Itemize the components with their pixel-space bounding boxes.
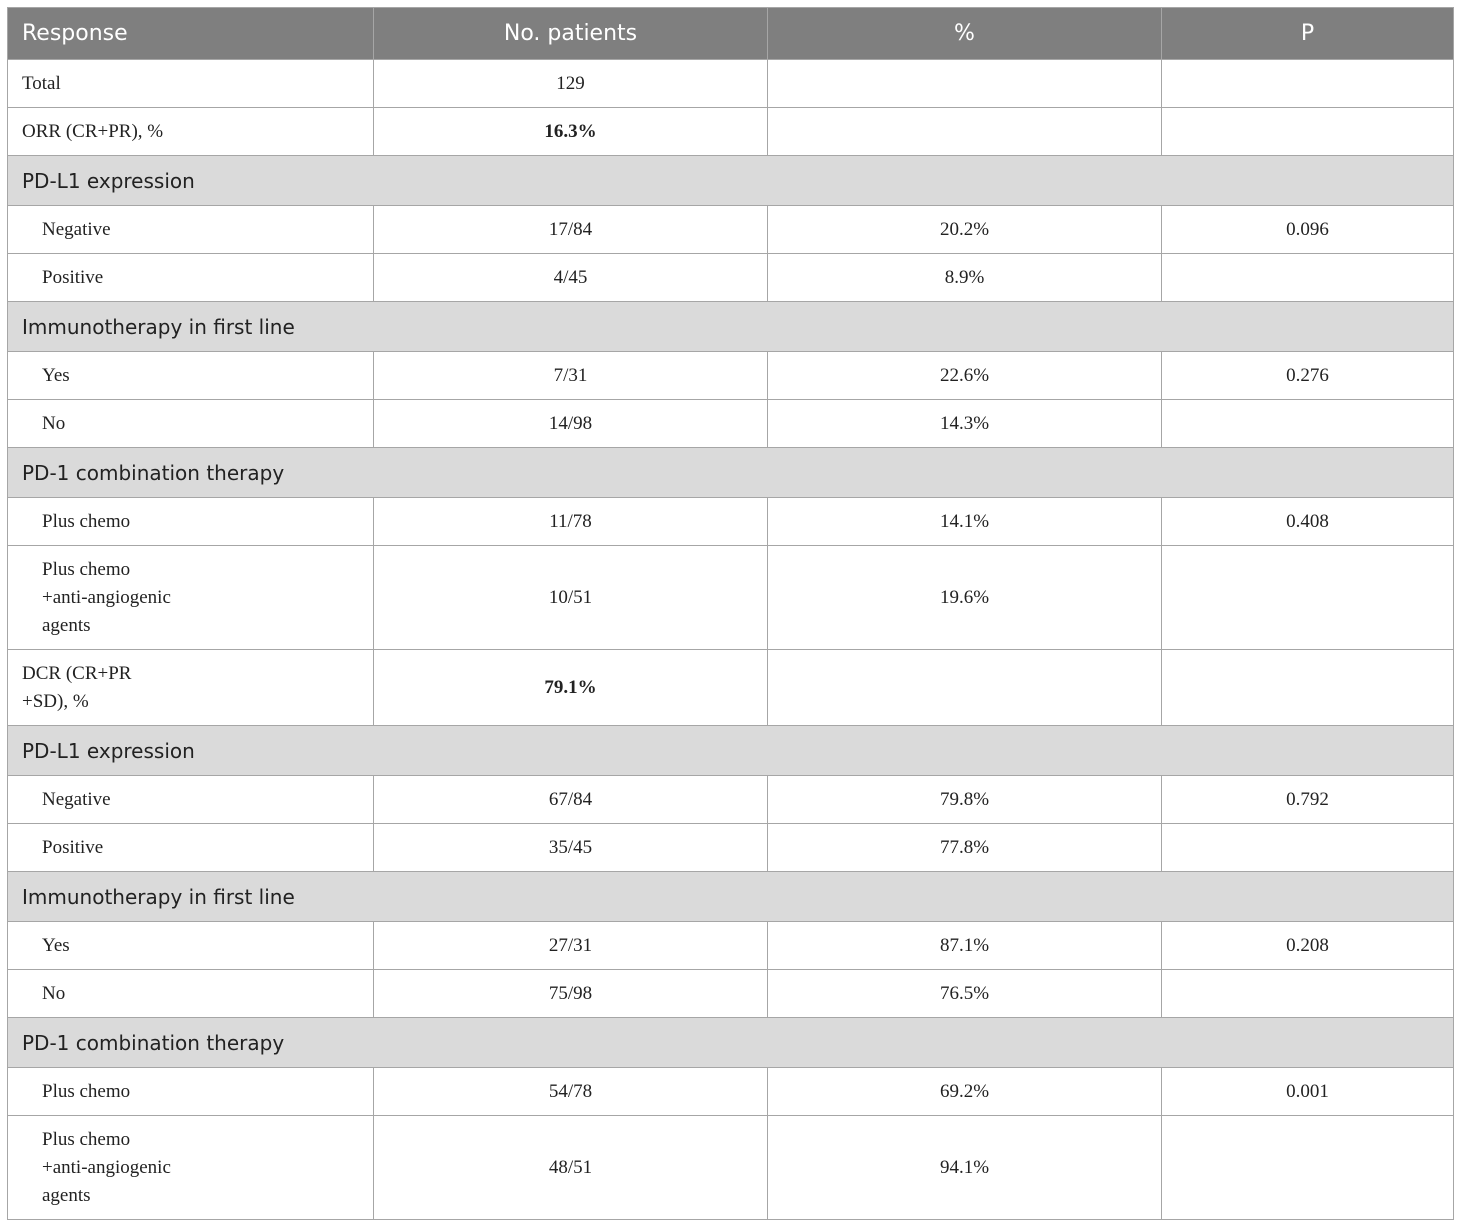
row-pct: 87.1%	[767, 921, 1162, 970]
table-row: Negative 67/84 79.8% 0.792	[7, 775, 1454, 824]
row-p	[1161, 969, 1454, 1018]
total-pct	[767, 59, 1162, 108]
header-p-value: P	[1161, 7, 1454, 60]
row-p: 0.096	[1161, 205, 1454, 254]
table-row: Plus chemo +anti-angiogenic agents 48/51…	[7, 1115, 1454, 1220]
section-row: PD-1 combination therapy	[7, 1017, 1454, 1068]
table-row: Positive 4/45 8.9%	[7, 253, 1454, 302]
row-label: Negative	[7, 205, 374, 254]
row-label: Yes	[7, 921, 374, 970]
orr-label: ORR (CR+PR), %	[7, 107, 374, 156]
row-label: Yes	[7, 351, 374, 400]
row-label: No	[7, 969, 374, 1018]
row-patients: 10/51	[373, 545, 768, 650]
row-pct: 76.5%	[767, 969, 1162, 1018]
dcr-row: DCR (CR+PR +SD), % 79.1%	[7, 649, 1454, 726]
section-title: PD-L1 expression	[7, 155, 1454, 206]
section-row: Immunotherapy in first line	[7, 301, 1454, 352]
section-row: PD-L1 expression	[7, 725, 1454, 776]
row-pct: 14.3%	[767, 399, 1162, 448]
table-row: Negative 17/84 20.2% 0.096	[7, 205, 1454, 254]
response-table: Response No. patients % P Total 129 ORR …	[7, 7, 1454, 1220]
row-p	[1161, 1115, 1454, 1220]
section-title: PD-1 combination therapy	[7, 1017, 1454, 1068]
row-patients: 17/84	[373, 205, 768, 254]
orr-patients: 16.3%	[373, 107, 768, 156]
row-label: Plus chemo	[7, 1067, 374, 1116]
row-pct: 94.1%	[767, 1115, 1162, 1220]
row-patients: 4/45	[373, 253, 768, 302]
row-pct: 8.9%	[767, 253, 1162, 302]
row-label: Positive	[7, 823, 374, 872]
row-patients: 67/84	[373, 775, 768, 824]
row-p	[1161, 545, 1454, 650]
row-p: 0.792	[1161, 775, 1454, 824]
section-title: PD-L1 expression	[7, 725, 1454, 776]
dcr-label: DCR (CR+PR +SD), %	[7, 649, 374, 726]
total-label: Total	[7, 59, 374, 108]
row-label: Plus chemo +anti-angiogenic agents	[7, 545, 374, 650]
dcr-p	[1161, 649, 1454, 726]
dcr-patients: 79.1%	[373, 649, 768, 726]
section-title: PD-1 combination therapy	[7, 447, 1454, 498]
row-label-text: Plus chemo +anti-angiogenic agents	[42, 558, 171, 636]
header-row: Response No. patients % P	[7, 7, 1454, 60]
row-pct: 20.2%	[767, 205, 1162, 254]
row-label: Plus chemo +anti-angiogenic agents	[7, 1115, 374, 1220]
row-patients: 14/98	[373, 399, 768, 448]
table-row: Plus chemo 11/78 14.1% 0.408	[7, 497, 1454, 546]
section-title: Immunotherapy in first line	[7, 301, 1454, 352]
row-patients: 75/98	[373, 969, 768, 1018]
row-p	[1161, 253, 1454, 302]
row-label: Plus chemo	[7, 497, 374, 546]
header-response: Response	[7, 7, 374, 60]
table-row: Yes 27/31 87.1% 0.208	[7, 921, 1454, 970]
row-p: 0.276	[1161, 351, 1454, 400]
row-pct: 14.1%	[767, 497, 1162, 546]
table-row: Positive 35/45 77.8%	[7, 823, 1454, 872]
row-p: 0.001	[1161, 1067, 1454, 1116]
table-row: No 75/98 76.5%	[7, 969, 1454, 1018]
row-p: 0.408	[1161, 497, 1454, 546]
section-row: Immunotherapy in first line	[7, 871, 1454, 922]
orr-row: ORR (CR+PR), % 16.3%	[7, 107, 1454, 156]
row-p: 0.208	[1161, 921, 1454, 970]
total-row: Total 129	[7, 59, 1454, 108]
row-patients: 54/78	[373, 1067, 768, 1116]
row-patients: 27/31	[373, 921, 768, 970]
orr-p	[1161, 107, 1454, 156]
row-pct: 77.8%	[767, 823, 1162, 872]
row-label-text: Plus chemo +anti-angiogenic agents	[42, 1128, 171, 1206]
row-label: Positive	[7, 253, 374, 302]
row-p	[1161, 399, 1454, 448]
total-patients: 129	[373, 59, 768, 108]
section-row: PD-1 combination therapy	[7, 447, 1454, 498]
row-pct: 69.2%	[767, 1067, 1162, 1116]
table-row: Plus chemo 54/78 69.2% 0.001	[7, 1067, 1454, 1116]
section-title: Immunotherapy in first line	[7, 871, 1454, 922]
orr-pct	[767, 107, 1162, 156]
row-patients: 35/45	[373, 823, 768, 872]
row-pct: 19.6%	[767, 545, 1162, 650]
row-label: Negative	[7, 775, 374, 824]
row-patients: 11/78	[373, 497, 768, 546]
row-pct: 22.6%	[767, 351, 1162, 400]
dcr-pct	[767, 649, 1162, 726]
row-label: No	[7, 399, 374, 448]
section-row: PD-L1 expression	[7, 155, 1454, 206]
row-pct: 79.8%	[767, 775, 1162, 824]
row-p	[1161, 823, 1454, 872]
table-row: No 14/98 14.3%	[7, 399, 1454, 448]
table-row: Plus chemo +anti-angiogenic agents 10/51…	[7, 545, 1454, 650]
dcr-label-text: DCR (CR+PR +SD), %	[22, 662, 132, 712]
row-patients: 7/31	[373, 351, 768, 400]
table-row: Yes 7/31 22.6% 0.276	[7, 351, 1454, 400]
row-patients: 48/51	[373, 1115, 768, 1220]
header-percent: %	[767, 7, 1162, 60]
total-p	[1161, 59, 1454, 108]
header-patients: No. patients	[373, 7, 768, 60]
